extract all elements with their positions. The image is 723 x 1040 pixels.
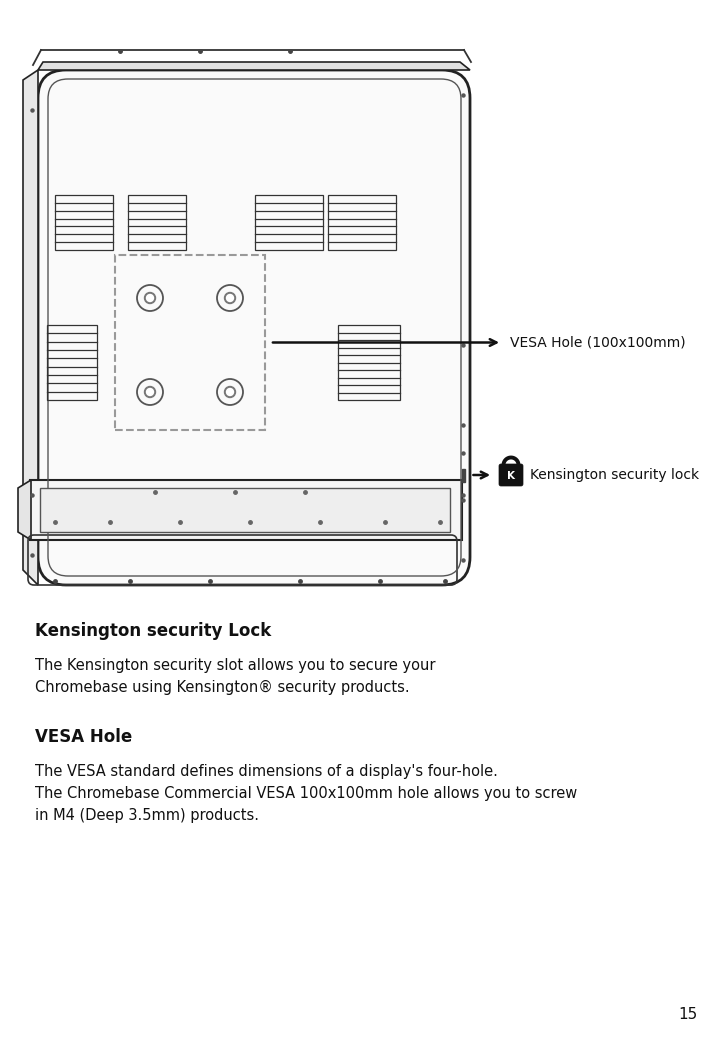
Bar bbox=[462, 468, 466, 482]
Text: VESA Hole (100x100mm): VESA Hole (100x100mm) bbox=[510, 336, 685, 349]
Text: VESA Hole: VESA Hole bbox=[35, 728, 132, 746]
Circle shape bbox=[226, 294, 234, 302]
Text: Kensington security Lock: Kensington security Lock bbox=[35, 622, 271, 640]
FancyBboxPatch shape bbox=[38, 70, 470, 584]
Circle shape bbox=[226, 389, 234, 395]
Text: 15: 15 bbox=[679, 1007, 698, 1022]
Bar bbox=[55, 196, 113, 250]
Circle shape bbox=[145, 387, 155, 397]
Bar bbox=[40, 488, 450, 532]
Text: The Kensington security slot allows you to secure your
Chromebase using Kensingt: The Kensington security slot allows you … bbox=[35, 658, 435, 695]
Text: Kensington security lock: Kensington security lock bbox=[530, 468, 699, 482]
Bar bbox=[128, 196, 186, 250]
Polygon shape bbox=[18, 480, 31, 540]
Bar bbox=[338, 324, 400, 400]
Polygon shape bbox=[38, 62, 470, 70]
Circle shape bbox=[225, 387, 236, 397]
Bar bbox=[115, 255, 265, 430]
Text: The VESA standard defines dimensions of a display's four-hole.
The Chromebase Co: The VESA standard defines dimensions of … bbox=[35, 764, 577, 824]
FancyBboxPatch shape bbox=[499, 464, 523, 486]
Bar bbox=[255, 196, 323, 250]
Text: K: K bbox=[507, 471, 515, 480]
Polygon shape bbox=[23, 70, 38, 584]
Bar bbox=[328, 196, 396, 250]
Circle shape bbox=[225, 292, 236, 304]
Circle shape bbox=[147, 389, 153, 395]
Circle shape bbox=[147, 294, 153, 302]
Bar bbox=[30, 480, 462, 540]
Bar bbox=[47, 324, 97, 400]
Circle shape bbox=[145, 292, 155, 304]
